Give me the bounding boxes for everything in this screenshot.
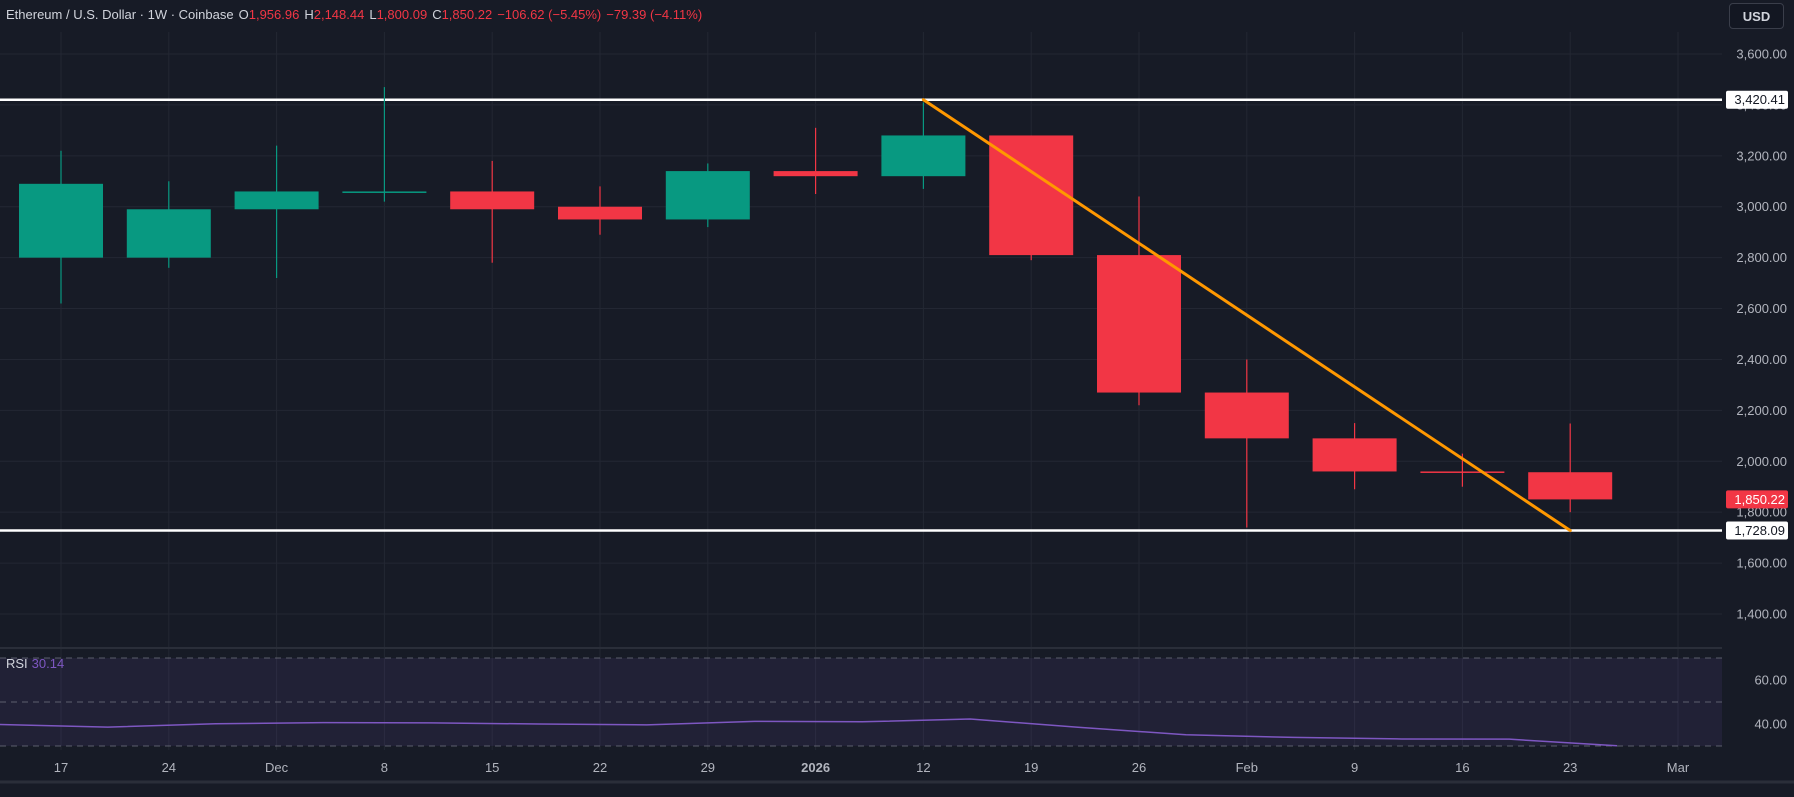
time-axis-label: 24	[162, 760, 176, 775]
candle-body	[342, 191, 427, 193]
time-axis-label: 15	[485, 760, 499, 775]
time-axis-label: 16	[1455, 760, 1469, 775]
candle	[558, 186, 642, 235]
time-axis-label: 19	[1024, 760, 1038, 775]
candle	[19, 150, 103, 304]
candle-body	[558, 206, 642, 220]
last-price-tag	[1726, 490, 1788, 509]
price-axis-label: 2,800.00	[1736, 250, 1787, 265]
candle-body	[881, 135, 966, 177]
price-axis-label: 1,400.00	[1736, 607, 1787, 622]
candle-body	[665, 171, 750, 220]
price-axis-label: 2,000.00	[1736, 454, 1787, 469]
price-axis-label: 3,200.00	[1736, 148, 1787, 163]
time-axis-panel	[0, 750, 1794, 792]
candle-body	[234, 191, 319, 210]
rsi-legend[interactable]: RSI 30.14	[6, 656, 64, 671]
candle-body	[1420, 471, 1505, 473]
candle-body	[1312, 438, 1397, 472]
last-price-label: 1,850.22	[1734, 492, 1785, 507]
open-value: 1,956.96	[248, 6, 300, 22]
candle-body	[450, 191, 535, 210]
rsi-line	[0, 718, 1618, 747]
rsi-axis-label: 40.00	[1754, 717, 1787, 732]
candle	[1312, 423, 1397, 490]
price-axis-label: 1,600.00	[1736, 556, 1787, 571]
high-label: H	[304, 6, 314, 22]
rsi-value: 30.14	[31, 656, 65, 671]
trendline	[921, 98, 1572, 532]
level-price-label: 1,728.09	[1734, 523, 1785, 538]
time-axis-label: 9	[1351, 760, 1358, 775]
candle-body	[1204, 392, 1289, 439]
time-axis-label: 8	[381, 760, 388, 775]
price-axis-label: 1,800.00	[1736, 505, 1787, 520]
candle-body	[1097, 255, 1181, 393]
change-value-2: −79.39 (−4.11%)	[606, 6, 703, 22]
candle	[1097, 196, 1181, 406]
candle	[342, 87, 427, 202]
candle-body	[773, 171, 858, 177]
level-price-label: 3,420.41	[1734, 92, 1785, 107]
change-value: −106.62 (−5.45%)	[497, 6, 602, 22]
candle	[1204, 359, 1289, 528]
candle	[881, 102, 966, 189]
exchange-label: Coinbase	[178, 6, 234, 22]
currency-button[interactable]: USD	[1729, 3, 1784, 29]
time-axis-label: 12	[916, 760, 930, 775]
candle	[126, 181, 211, 268]
time-axis-label: 29	[701, 760, 715, 775]
time-axis-label: 23	[1563, 760, 1577, 775]
symbol-legend: Ethereum / U.S. Dollar · 1W · Coinbase O…	[6, 6, 703, 22]
close-value: 1,850.22	[441, 6, 493, 22]
time-axis-label: Dec	[265, 760, 289, 775]
candle	[773, 127, 858, 194]
candle	[1528, 423, 1613, 513]
level-price-tag	[1726, 90, 1788, 109]
candle	[450, 160, 535, 263]
rsi-axis-label: 60.00	[1754, 673, 1787, 688]
candle	[234, 145, 319, 278]
candle-body	[989, 135, 1074, 256]
candle-body	[19, 183, 103, 258]
time-axis-label: 22	[593, 760, 607, 775]
low-value: 1,800.09	[376, 6, 428, 22]
time-axis-label: Feb	[1236, 760, 1258, 775]
candle-body	[126, 209, 211, 258]
time-axis-label: Mar	[1667, 760, 1690, 775]
high-value: 2,148.44	[313, 6, 365, 22]
price-axis-label: 3,000.00	[1736, 199, 1787, 214]
price-axis-label: 2,600.00	[1736, 301, 1787, 316]
price-axis-label: 2,200.00	[1736, 403, 1787, 418]
price-axis-label: 3,600.00	[1736, 47, 1787, 62]
low-label: L	[369, 6, 377, 22]
price-axis-label: 2,400.00	[1736, 352, 1787, 367]
symbol-name[interactable]: Ethereum / U.S. Dollar	[6, 6, 137, 22]
price-axis-panel	[1722, 0, 1794, 750]
open-label: O	[238, 6, 249, 22]
candle	[989, 135, 1074, 261]
candle-body	[1528, 472, 1613, 500]
candle	[665, 163, 750, 228]
time-axis-label: 2026	[801, 760, 830, 775]
interval-label[interactable]: 1W	[147, 6, 168, 22]
close-label: C	[432, 6, 442, 22]
level-price-tag	[1726, 521, 1788, 540]
time-axis-label: 26	[1132, 760, 1146, 775]
time-axis-label: 17	[54, 760, 68, 775]
rsi-name: RSI	[6, 656, 28, 671]
